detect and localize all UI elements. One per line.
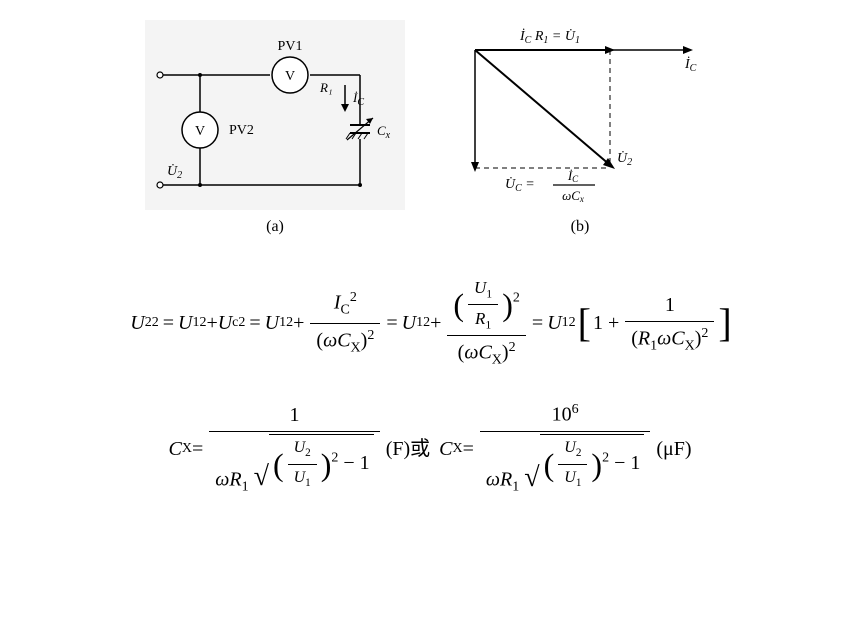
circuit-diagram-svg: V PV1 R₁ V PV2 İC Cx <box>145 20 405 210</box>
equation-2: CX = 1 ωR1 √ (U2U1)2 − 1 (F) 或 CX = 106 … <box>20 400 840 497</box>
terminal-bottom <box>157 182 163 188</box>
eq1-frac1-num: IC2 <box>310 288 380 323</box>
equations-block: U22 = U12 + Uc2 = U12 + IC2 (ωCX)2 = U12… <box>20 276 840 497</box>
subfig-b-label: (b) <box>571 218 590 236</box>
eq2-or: 或 <box>410 435 430 463</box>
eq1-frac1-den: (ωCX)2 <box>310 324 380 358</box>
uc-eq-num: İC <box>567 168 579 184</box>
node1 <box>198 73 202 77</box>
uc-eq-den: ωCx <box>562 188 584 204</box>
u2-vector-label: U̇2 <box>617 150 632 168</box>
circuit-bg <box>145 20 405 210</box>
eq1-step1: U12 + Uc2 <box>178 309 245 337</box>
terminal-top <box>157 72 163 78</box>
subfig-a-label: (a) <box>266 218 284 236</box>
eq2-lhs2: CX = <box>434 435 474 463</box>
eq2-unitUF: (μF) <box>656 435 691 463</box>
eq2-fracF-num: 1 <box>209 401 379 432</box>
eq1-step4a: U12 <box>547 309 575 337</box>
u2-vector <box>475 50 610 165</box>
pv1-label: PV1 <box>278 39 303 54</box>
eq1-equals2: = <box>249 309 260 337</box>
eq1-frac2-num: (U1R1)2 <box>447 276 526 336</box>
eq1-rbracket: ] <box>718 303 731 343</box>
eq2-fracUF-den: ωR1 √ (U2U1)2 − 1 <box>480 432 650 497</box>
pv2-label: PV2 <box>229 123 254 138</box>
eq1-equals1: = <box>163 309 174 337</box>
pv2-v: V <box>195 124 205 139</box>
eq1-frac3-den: (R1ωCX)2 <box>625 322 714 356</box>
eq1-frac1: IC2 (ωCX)2 <box>310 288 380 358</box>
ic-axis-head <box>683 46 693 54</box>
subfigure-a: V PV1 R₁ V PV2 İC Cx <box>145 20 405 236</box>
eq1-frac3: 1 (R1ωCX)2 <box>625 291 714 356</box>
eq1-step4b: 1 + <box>593 309 619 337</box>
eq1-equals3: = <box>386 309 397 337</box>
eq1-step3a: U12 + <box>402 309 442 337</box>
eq1-step2a: U12 + <box>265 309 305 337</box>
node2 <box>198 183 202 187</box>
eq1-frac3-num: 1 <box>625 291 714 322</box>
eq2-unitF: (F) 或 <box>386 435 430 463</box>
phasor-diagram-svg: İC İC R1 = U̇1 U̇2 U̇C = İC ωCx <box>445 20 715 210</box>
eq1-lbracket: [ <box>578 303 591 343</box>
figure-row: V PV1 R₁ V PV2 İC Cx <box>20 20 840 236</box>
eq2-lhs: CX = <box>168 435 203 463</box>
ic-axis-label: İC <box>684 56 697 74</box>
equation-1: U22 = U12 + Uc2 = U12 + IC2 (ωCX)2 = U12… <box>20 276 840 370</box>
node3 <box>358 183 362 187</box>
eq1-frac2-den: (ωCX)2 <box>447 336 526 370</box>
uc-eq-lhs: U̇C = <box>505 176 535 194</box>
u1-label: İC R1 = U̇1 <box>519 28 580 46</box>
eq2-fracUF: 106 ωR1 √ (U2U1)2 − 1 <box>480 400 650 497</box>
eq1-lhs: U22 <box>130 309 158 337</box>
eq2-fracF: 1 ωR1 √ (U2U1)2 − 1 <box>209 401 379 497</box>
eq2-fracUF-num: 106 <box>480 400 650 432</box>
eq1-equals4: = <box>532 309 543 337</box>
uc-vector-head <box>471 162 479 172</box>
r1-label: R₁ <box>319 80 332 95</box>
subfigure-b: İC İC R1 = U̇1 U̇2 U̇C = İC ωCx (b) <box>445 20 715 236</box>
pv1-v: V <box>285 69 295 84</box>
eq1-frac2: (U1R1)2 (ωCX)2 <box>447 276 526 370</box>
eq2-fracF-den: ωR1 √ (U2U1)2 − 1 <box>209 432 379 497</box>
